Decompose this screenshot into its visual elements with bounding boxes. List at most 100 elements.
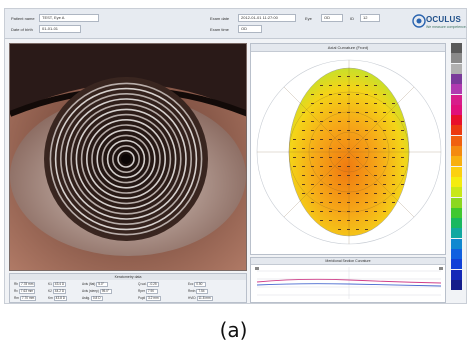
- map-value-marker: [347, 157, 350, 158]
- map-value-marker: [365, 148, 368, 149]
- kera-cell: K1 43.4 D: [48, 282, 67, 287]
- map-value-marker: [311, 166, 314, 167]
- map-value-marker: [311, 112, 314, 113]
- map-value-marker: [320, 220, 323, 221]
- map-value-marker: [302, 121, 305, 122]
- kera-cell: Rper 7.90: [138, 289, 158, 295]
- map-value-marker: [338, 85, 341, 86]
- patient-id-field[interactable]: ID 12: [350, 14, 380, 23]
- map-value-marker: [302, 184, 305, 185]
- map-value-marker: [392, 139, 395, 140]
- oculus-mark-icon: [412, 14, 426, 28]
- color-scale-swatch: [451, 238, 462, 249]
- patient-name-field[interactable]: Patient name TEST, Eye A: [11, 14, 99, 23]
- map-value-marker: [374, 103, 377, 104]
- date-of-birth-field[interactable]: Date of birth 01-01-01: [11, 25, 81, 34]
- map-value-marker: [347, 121, 350, 122]
- map-value-marker: [302, 157, 305, 158]
- map-value-marker: [392, 166, 395, 167]
- map-value-marker: [329, 121, 332, 122]
- map-value-marker: [392, 175, 395, 176]
- map-value-marker: [356, 94, 359, 95]
- map-value-marker: [356, 166, 359, 167]
- map-value-marker: [374, 157, 377, 158]
- map-value-marker: [383, 148, 386, 149]
- map-value-marker: [302, 166, 305, 167]
- map-value-marker: [383, 193, 386, 194]
- color-scale-swatch: [451, 218, 462, 229]
- map-value-marker: [311, 202, 314, 203]
- map-value-marker: [311, 211, 314, 212]
- exam-date-field[interactable]: Exam date 2012-01-01 11:27:00: [210, 14, 296, 23]
- map-value-marker: [338, 103, 341, 104]
- map-value-marker: [311, 121, 314, 122]
- map-grid: [257, 60, 441, 244]
- map-value-marker: [320, 130, 323, 131]
- map-value-marker: [347, 112, 350, 113]
- map-value-marker: [392, 202, 395, 203]
- map-value-marker: [365, 76, 368, 77]
- figure-caption: (a): [219, 318, 248, 342]
- map-value-marker: [383, 121, 386, 122]
- placido-ring: [75, 108, 177, 210]
- map-value-marker: [329, 202, 332, 203]
- map-value-marker: [374, 166, 377, 167]
- map-value-marker: [302, 148, 305, 149]
- kera-cell: Ecc 0.50: [188, 282, 207, 288]
- map-value-marker: [338, 229, 341, 230]
- map-value-marker: [356, 175, 359, 176]
- map-value-marker: [347, 76, 350, 77]
- map-value-marker: [356, 220, 359, 221]
- keratometry-title: Keratometry data: [10, 274, 246, 280]
- map-value-marker: [356, 130, 359, 131]
- map-value-marker: [293, 148, 296, 149]
- curvature-map[interactable]: [251, 52, 447, 256]
- map-value-marker: [374, 211, 377, 212]
- map-value-marker: [392, 184, 395, 185]
- map-value-marker: [338, 193, 341, 194]
- eye-image-panel: [9, 43, 247, 271]
- map-value-marker: [347, 202, 350, 203]
- map-value-marker: [356, 103, 359, 104]
- color-scale-swatch: [451, 187, 462, 198]
- placido-ring: [117, 150, 135, 168]
- exam-time-field[interactable]: Exam time OD: [210, 25, 262, 34]
- color-scale-swatch: [451, 156, 462, 167]
- map-value-marker: [293, 166, 296, 167]
- map-value-marker: [356, 139, 359, 140]
- color-scale-swatch: [451, 63, 462, 74]
- map-value-marker: [347, 85, 350, 86]
- map-value-marker: [356, 112, 359, 113]
- placido-rings: [49, 82, 203, 236]
- map-value-marker: [320, 175, 323, 176]
- oculus-logo: OCULUS We measure competence.: [410, 12, 467, 36]
- color-scale-swatch: [451, 166, 462, 177]
- map-value-marker: [302, 112, 305, 113]
- map-value-marker: [302, 175, 305, 176]
- map-value-marker: [365, 85, 368, 86]
- map-value-marker: [374, 112, 377, 113]
- profile-chart[interactable]: [251, 265, 447, 303]
- map-value-marker: [347, 139, 350, 140]
- map-value-marker: [302, 139, 305, 140]
- map-value-marker: [392, 121, 395, 122]
- map-value-markers: [293, 76, 404, 230]
- map-value-marker: [374, 94, 377, 95]
- map-value-marker: [329, 220, 332, 221]
- map-value-marker: [374, 121, 377, 122]
- placido-ring: [96, 129, 156, 189]
- map-value-marker: [365, 94, 368, 95]
- map-value-marker: [329, 166, 332, 167]
- map-value-marker: [329, 112, 332, 113]
- kera-cell: Rmin 7.54: [188, 289, 209, 295]
- map-value-marker: [293, 157, 296, 158]
- kera-cell: Rv 7.63 mm: [14, 289, 36, 294]
- map-value-marker: [329, 157, 332, 158]
- map-value-marker: [347, 103, 350, 104]
- map-value-marker: [329, 148, 332, 149]
- map-value-marker: [383, 103, 386, 104]
- eye-field[interactable]: Eye OD: [305, 14, 343, 23]
- map-value-marker: [311, 103, 314, 104]
- kera-cell: K2 44.2 D: [48, 289, 67, 294]
- map-value-marker: [338, 94, 341, 95]
